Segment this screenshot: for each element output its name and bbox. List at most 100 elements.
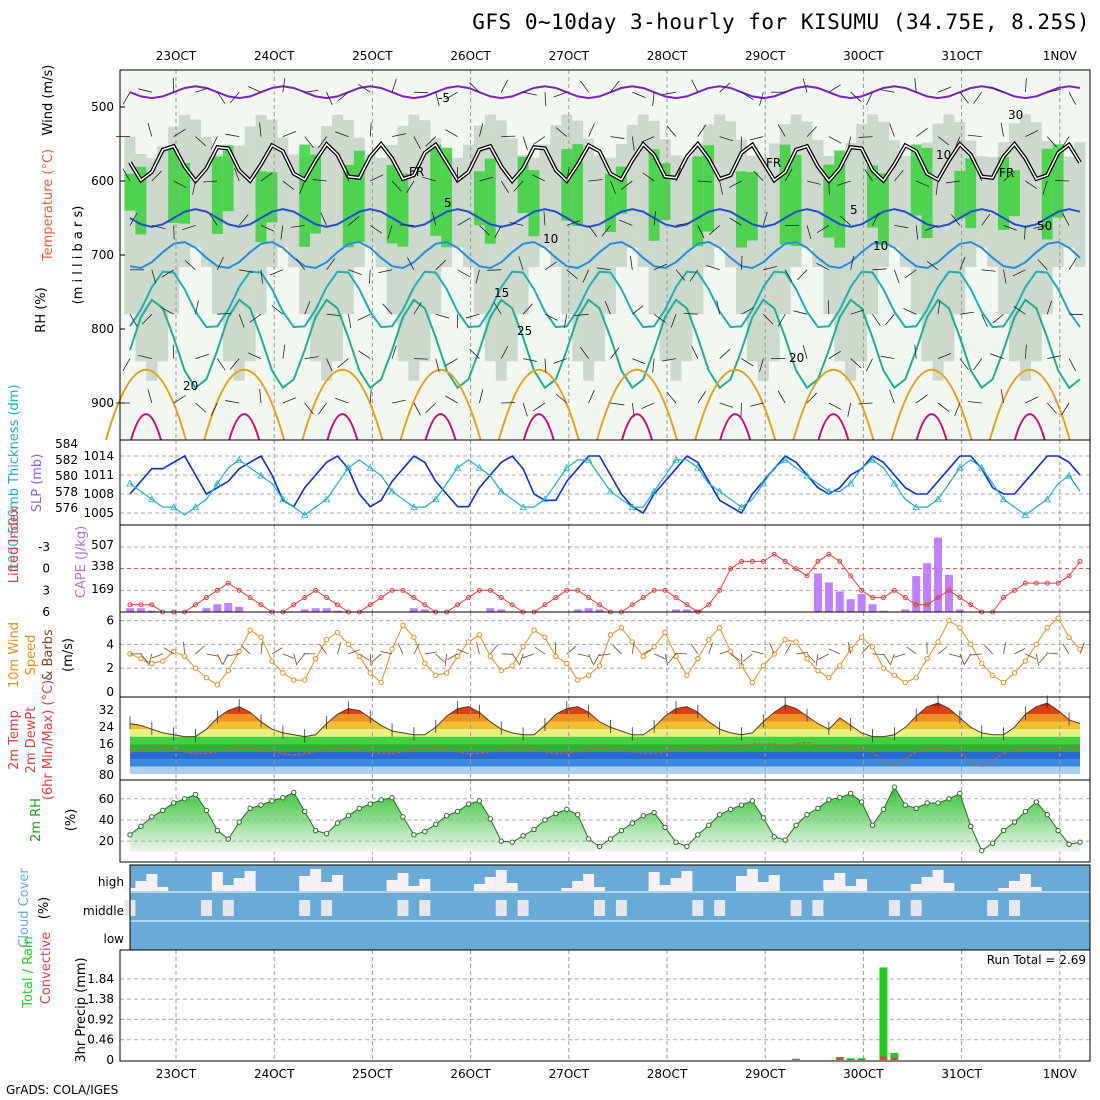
wind-barb [378,269,393,274]
wind-barb [282,130,297,137]
li-marker [891,587,897,593]
rh-gray-cell [976,156,988,248]
rh-gray-cell [331,114,343,362]
cloud-high-gap [834,873,846,891]
wind-barb [697,391,706,404]
wind-barb [195,353,209,359]
wind10-marker [367,670,373,676]
wind10-tick: 0 [106,685,114,699]
cape-bar [420,609,429,612]
bottom-date-label: 26OCT [450,1067,491,1081]
wind10-barb [937,646,948,655]
wind-barb [719,180,723,195]
thickness-marker [410,503,418,511]
cape-bar [584,608,593,612]
contour-label: FR [999,166,1014,180]
cape-bar [224,603,233,612]
cape-bar [835,591,844,612]
wind10-barb [847,642,852,654]
wind-barb [653,313,666,323]
cloud-high-gap [757,882,769,891]
wind-barb [1068,358,1077,372]
wind-barb [544,358,547,373]
wind10-marker [247,627,253,633]
cloud-high-gap [932,870,944,891]
cape-bar [923,563,932,612]
cloud-mid-gap [714,900,726,916]
wind-barb [990,353,1004,359]
wind10-marker [203,675,210,681]
wind-barb [675,167,682,182]
wind-barb [147,123,153,137]
thickness-marker [781,456,789,463]
wind-barb [937,352,952,359]
rh-green-cell [1008,170,1020,217]
rh-green-cell [397,173,409,247]
li-marker [782,558,788,564]
wind-barb [522,303,533,315]
rh-gray-cell [310,145,322,362]
rh-gray-cell [572,120,584,362]
cloud-mid-gap [495,900,507,916]
wind10-barb [861,644,870,655]
li-marker [837,558,843,564]
isotherm-30 [915,413,948,441]
contour-label: 10 [873,239,888,253]
wind-barb [509,222,524,226]
wind10-barb [424,651,437,655]
rh-marker [564,806,570,813]
wind-barb [1061,402,1070,416]
wind10-marker [302,677,308,683]
wind-barb [387,225,393,239]
wind-barb [210,402,218,416]
wind10-tick: 6 [106,614,114,628]
cape-bar [595,609,604,612]
rh-gray-cell [157,146,169,362]
rh-marker [203,807,210,814]
cape-bar [322,608,331,612]
wind10-marker [585,672,592,679]
wind10-marker [706,636,712,643]
wind10-barb [1062,643,1070,655]
wind10-barb [1025,653,1037,660]
cloud-high-gap [146,874,158,891]
rh-marker [553,810,559,817]
temp-band [130,751,1080,760]
wind-barb [903,308,917,315]
wind10-barb [751,650,764,655]
rh-marker [804,811,810,818]
rh-green-cell [648,149,660,241]
li-marker [236,587,242,593]
ylabel-cloud-pct-0: (%) [37,897,52,920]
wind-barb [523,358,537,362]
rh-tick: 20 [99,834,114,848]
li-marker [378,595,384,601]
li-marker [411,595,417,601]
cloud-high-gap [321,882,333,891]
wind10-barb [1035,653,1040,666]
wind10-marker [1066,634,1072,640]
cloud-high-gap [735,876,747,891]
freezing-level-inner [129,142,1081,183]
wind10-barb [519,653,524,666]
cape-bar [333,610,342,612]
cloud-high-gap [408,886,420,891]
wind-barb [806,126,818,137]
wind10-marker [640,653,646,659]
thickness-marker [497,487,505,495]
thickness-tick: 584 [55,437,78,451]
wind10-marker [181,653,188,659]
li-marker [487,587,493,593]
wind-barb [689,269,699,282]
wind-barb [1068,257,1077,271]
wind-barb [475,269,480,284]
bottom-date-label: 24OCT [254,1067,295,1081]
wind-barb [326,92,333,106]
wind-barb [708,225,720,236]
wind-barb [182,225,196,231]
wind-barb [828,136,842,144]
thickness-marker [453,463,462,471]
isotherm-25 [105,369,187,441]
cloud-high-gap [572,881,584,891]
cloud-high-gap [211,872,223,891]
